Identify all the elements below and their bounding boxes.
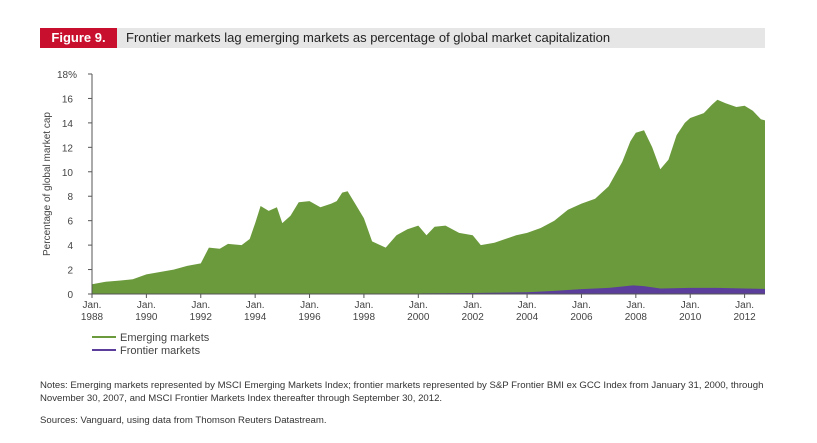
x-tick-label-year: 2000 — [407, 312, 430, 323]
x-tick-label-year: 1988 — [81, 312, 104, 323]
y-tick-label: 12 — [62, 143, 74, 154]
y-tick-label: 18% — [57, 70, 77, 81]
x-tick-label-month: Jan. — [409, 300, 428, 311]
x-tick-label-year: 2012 — [733, 312, 756, 323]
y-tick-label: 0 — [67, 290, 73, 301]
legend-swatch-frontier — [92, 349, 116, 352]
x-tick-label-month: Jan. — [572, 300, 591, 311]
series-area-frontier-markets — [420, 285, 765, 294]
figure-header: Figure 9. Frontier markets lag emerging … — [40, 28, 765, 48]
figure-title: Frontier markets lag emerging markets as… — [126, 30, 611, 45]
y-tick-label: 10 — [62, 168, 74, 179]
y-tick-label: 14 — [62, 119, 74, 130]
x-tick-label-year: 1998 — [353, 312, 376, 323]
y-axis-label: Percentage of global market cap — [42, 112, 53, 256]
x-tick-label-month: Jan. — [191, 300, 210, 311]
x-tick-label-year: 2008 — [625, 312, 648, 323]
legend-swatch-emerging — [92, 336, 116, 339]
x-tick-label-year: 2002 — [462, 312, 485, 323]
x-tick-label-year: 1996 — [298, 312, 321, 323]
x-tick-label-month: Jan. — [137, 300, 156, 311]
y-tick-label: 6 — [67, 217, 73, 228]
x-tick-label-year: 2010 — [679, 312, 702, 323]
x-tick-label-month: Jan. — [463, 300, 482, 311]
legend-label-frontier: Frontier markets — [120, 345, 201, 357]
x-tick-label-month: Jan. — [83, 300, 102, 311]
x-tick-label-month: Jan. — [518, 300, 537, 311]
x-tick-label-year: 1990 — [135, 312, 158, 323]
x-tick-label-month: Jan. — [300, 300, 319, 311]
x-tick-label-month: Jan. — [626, 300, 645, 311]
x-tick-label-year: 2006 — [570, 312, 593, 323]
x-tick-label-year: 2004 — [516, 312, 539, 323]
legend: Emerging markets Frontier markets — [92, 332, 209, 358]
y-tick-label: 4 — [67, 241, 73, 252]
x-tick-label-month: Jan. — [735, 300, 754, 311]
legend-item-emerging: Emerging markets — [92, 332, 209, 345]
y-tick-label: 16 — [62, 94, 74, 105]
legend-label-emerging: Emerging markets — [120, 332, 210, 344]
x-tick-label-month: Jan. — [354, 300, 373, 311]
chart-sources: Sources: Vanguard, using data from Thoms… — [40, 415, 327, 426]
x-tick-label-month: Jan. — [681, 300, 700, 311]
chart-notes: Notes: Emerging markets represented by M… — [40, 380, 764, 404]
figure-label: Figure 9. — [40, 28, 117, 48]
series-area-emerging-markets — [92, 99, 765, 294]
legend-item-frontier: Frontier markets — [92, 345, 209, 358]
x-tick-label-year: 1994 — [244, 312, 267, 323]
y-tick-label: 8 — [67, 192, 73, 203]
y-tick-label: 2 — [67, 266, 73, 277]
x-tick-label-month: Jan. — [246, 300, 265, 311]
x-tick-label-year: 1992 — [190, 312, 213, 323]
